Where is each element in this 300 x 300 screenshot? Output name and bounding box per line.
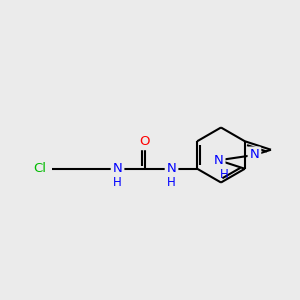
Text: N: N bbox=[250, 148, 259, 161]
Text: N: N bbox=[167, 162, 176, 175]
Text: N: N bbox=[113, 162, 122, 175]
Text: H: H bbox=[113, 176, 122, 189]
Text: Cl: Cl bbox=[33, 162, 46, 175]
Text: N: N bbox=[214, 154, 224, 167]
Text: H: H bbox=[220, 168, 229, 181]
Text: O: O bbox=[139, 135, 150, 148]
Text: H: H bbox=[167, 176, 176, 189]
